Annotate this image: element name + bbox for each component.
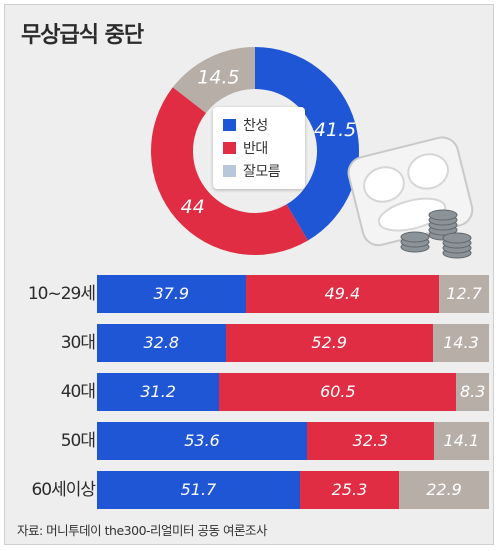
bar-segment-oppose: 49.4 bbox=[245, 275, 440, 313]
legend-swatch-support bbox=[223, 119, 236, 131]
legend-item-oppose: 반대 bbox=[223, 138, 268, 158]
bar-row: 10~29세 37.9 49.4 12.7 bbox=[5, 275, 495, 313]
legend: 찬성 반대 잘모름 bbox=[213, 107, 305, 189]
bar-segment-dontknow: 12.7 bbox=[439, 275, 489, 313]
legend-label-dontknow: 잘모름 bbox=[243, 164, 281, 180]
donut-chart: 41.5 44 14.5 bbox=[150, 47, 359, 256]
bar-category-label: 40대 bbox=[60, 382, 96, 402]
bar-segment-support: 53.6 bbox=[97, 422, 308, 460]
stacked-bar: 37.9 49.4 12.7 bbox=[97, 275, 489, 313]
bar-segment-support: 32.8 bbox=[97, 324, 226, 362]
donut-label-support: 41.5 bbox=[314, 119, 356, 141]
bar-segment-support: 51.7 bbox=[97, 471, 300, 509]
bar-category-label: 50대 bbox=[60, 431, 96, 451]
stacked-bar: 32.8 52.9 14.3 bbox=[97, 324, 489, 362]
legend-item-support: 찬성 bbox=[223, 115, 268, 135]
bar-segment-support: 31.2 bbox=[97, 373, 220, 411]
stacked-bar: 53.6 32.3 14.1 bbox=[97, 422, 489, 460]
legend-label-support: 찬성 bbox=[243, 118, 268, 134]
stacked-bar: 31.2 60.5 8.3 bbox=[97, 373, 489, 411]
bar-category-label: 60세이상 bbox=[31, 480, 96, 500]
meal-tray-coins-illustration bbox=[347, 136, 474, 259]
bar-segment-oppose: 25.3 bbox=[299, 471, 400, 509]
bar-row: 30대 32.8 52.9 14.3 bbox=[5, 324, 495, 362]
donut-slice-dontknow bbox=[172, 47, 255, 113]
bar-row: 60세이상 51.7 25.3 22.9 bbox=[5, 471, 495, 509]
donut-slice-support bbox=[255, 47, 359, 241]
stacked-bar: 51.7 25.3 22.9 bbox=[97, 471, 489, 509]
bar-category-label: 30대 bbox=[60, 333, 96, 353]
bar-row: 50대 53.6 32.3 14.1 bbox=[5, 422, 495, 460]
legend-item-dontknow: 잘모름 bbox=[223, 161, 281, 181]
bar-segment-dontknow: 8.3 bbox=[456, 373, 489, 411]
bar-row: 40대 31.2 60.5 8.3 bbox=[5, 373, 495, 411]
bar-category-label: 10~29세 bbox=[27, 284, 96, 304]
legend-swatch-oppose bbox=[223, 142, 236, 154]
donut-slice-oppose bbox=[150, 87, 308, 256]
bar-segment-dontknow: 14.3 bbox=[432, 324, 489, 362]
donut-label-oppose: 44 bbox=[181, 196, 205, 218]
chart-frame: 무상급식 중단 41.5 44 14.5 찬성 반대 잘모름 bbox=[4, 4, 494, 545]
chart-title: 무상급식 중단 bbox=[21, 23, 144, 48]
bar-segment-oppose: 52.9 bbox=[225, 324, 433, 362]
bar-segment-dontknow: 22.9 bbox=[399, 471, 489, 509]
bar-segment-oppose: 60.5 bbox=[219, 373, 457, 411]
donut-label-dontknow: 14.5 bbox=[197, 66, 239, 88]
bar-segment-dontknow: 14.1 bbox=[433, 422, 489, 460]
source-note: 자료: 머니투데이 the300-리얼미터 공동 여론조사 bbox=[17, 523, 268, 538]
bar-segment-support: 37.9 bbox=[97, 275, 246, 313]
legend-swatch-dontknow bbox=[223, 165, 236, 177]
legend-label-oppose: 반대 bbox=[243, 141, 268, 157]
bar-segment-oppose: 32.3 bbox=[307, 422, 434, 460]
